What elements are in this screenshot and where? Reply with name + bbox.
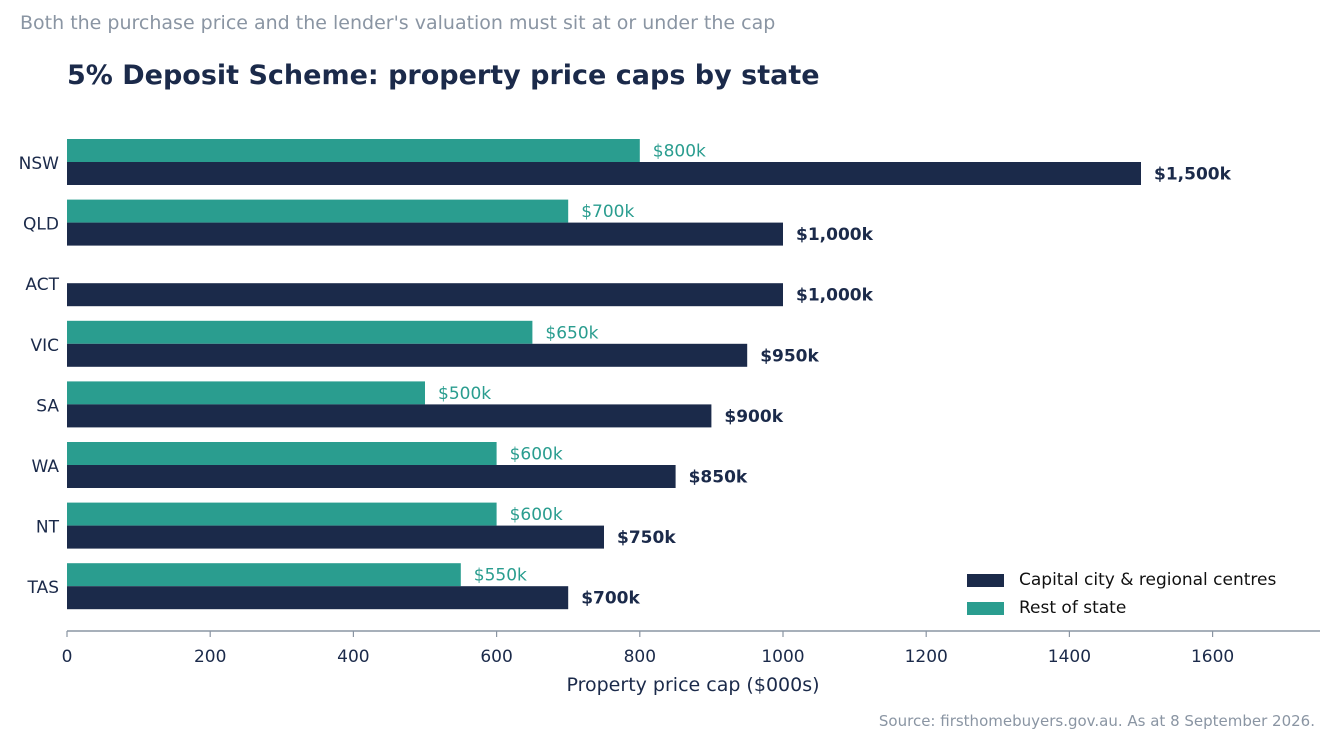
y-tick-label-tas: TAS xyxy=(27,578,60,598)
data-label-rest-wa: $600k xyxy=(510,445,563,465)
legend-item-capital: Capital city & regional centres xyxy=(967,566,1276,594)
y-tick-label-act: ACT xyxy=(25,275,59,295)
x-tick-label-0: 0 xyxy=(62,647,73,667)
bar-capital-nt xyxy=(67,525,604,549)
source-note: Source: firsthomebuyers.gov.au. As at 8 … xyxy=(878,712,1315,730)
data-label-capital-wa: $850k xyxy=(689,468,748,488)
data-label-capital-tas: $700k xyxy=(581,589,640,609)
y-tick-label-nsw: NSW xyxy=(19,154,60,174)
chart-title: 5% Deposit Scheme: property price caps b… xyxy=(67,60,820,91)
bar-rest-nt xyxy=(67,502,497,526)
data-label-rest-nsw: $800k xyxy=(653,142,706,162)
bar-rest-qld xyxy=(67,199,569,223)
data-label-rest-nt: $600k xyxy=(510,505,563,525)
data-label-rest-tas: $550k xyxy=(474,566,527,586)
y-tick-label-qld: QLD xyxy=(23,215,59,235)
bar-capital-vic xyxy=(67,343,748,367)
chart-subtitle: Both the purchase price and the lender's… xyxy=(20,12,776,34)
x-tick-label-800: 800 xyxy=(624,647,656,667)
bar-capital-sa xyxy=(67,404,712,428)
legend: Capital city & regional centres Rest of … xyxy=(967,566,1276,622)
data-label-capital-vic: $950k xyxy=(760,346,819,366)
bar-rest-tas xyxy=(67,563,461,587)
x-tick-label-1000: 1000 xyxy=(761,647,804,667)
legend-swatch-rest xyxy=(967,601,1004,615)
bar-capital-qld xyxy=(67,222,783,246)
bar-rest-sa xyxy=(67,381,425,405)
data-label-capital-sa: $900k xyxy=(724,407,783,427)
bar-capital-act xyxy=(67,283,783,307)
bar-capital-wa xyxy=(67,465,676,488)
data-label-capital-nt: $750k xyxy=(617,528,676,548)
data-label-rest-qld: $700k xyxy=(581,202,634,222)
x-tick-label-600: 600 xyxy=(480,647,512,667)
x-axis-label: Property price cap ($000s) xyxy=(566,674,819,696)
bar-rest-nsw xyxy=(67,139,640,162)
bar-rest-vic xyxy=(67,320,533,344)
x-tick-label-400: 400 xyxy=(337,647,369,667)
legend-swatch-capital xyxy=(967,573,1004,587)
data-label-rest-vic: $650k xyxy=(545,323,598,343)
legend-label-rest: Rest of state xyxy=(1019,598,1127,618)
y-tick-label-vic: VIC xyxy=(30,336,59,356)
y-tick-label-nt: NT xyxy=(36,518,60,538)
x-tick-label-1200: 1200 xyxy=(905,647,948,667)
x-tick-label-1600: 1600 xyxy=(1191,647,1234,667)
bar-rest-wa xyxy=(67,442,497,465)
data-label-capital-act: $1,000k xyxy=(796,286,874,306)
x-tick-label-1400: 1400 xyxy=(1048,647,1091,667)
data-label-rest-sa: $500k xyxy=(438,384,491,404)
legend-item-rest: Rest of state xyxy=(967,594,1276,622)
bar-capital-nsw xyxy=(67,162,1141,185)
legend-label-capital: Capital city & regional centres xyxy=(1019,570,1277,590)
y-tick-label-sa: SA xyxy=(36,396,59,416)
data-label-capital-nsw: $1,500k xyxy=(1154,165,1232,185)
bar-capital-tas xyxy=(67,586,569,610)
x-tick-label-200: 200 xyxy=(194,647,226,667)
data-label-capital-qld: $1,000k xyxy=(796,225,874,245)
y-tick-label-wa: WA xyxy=(31,457,59,477)
